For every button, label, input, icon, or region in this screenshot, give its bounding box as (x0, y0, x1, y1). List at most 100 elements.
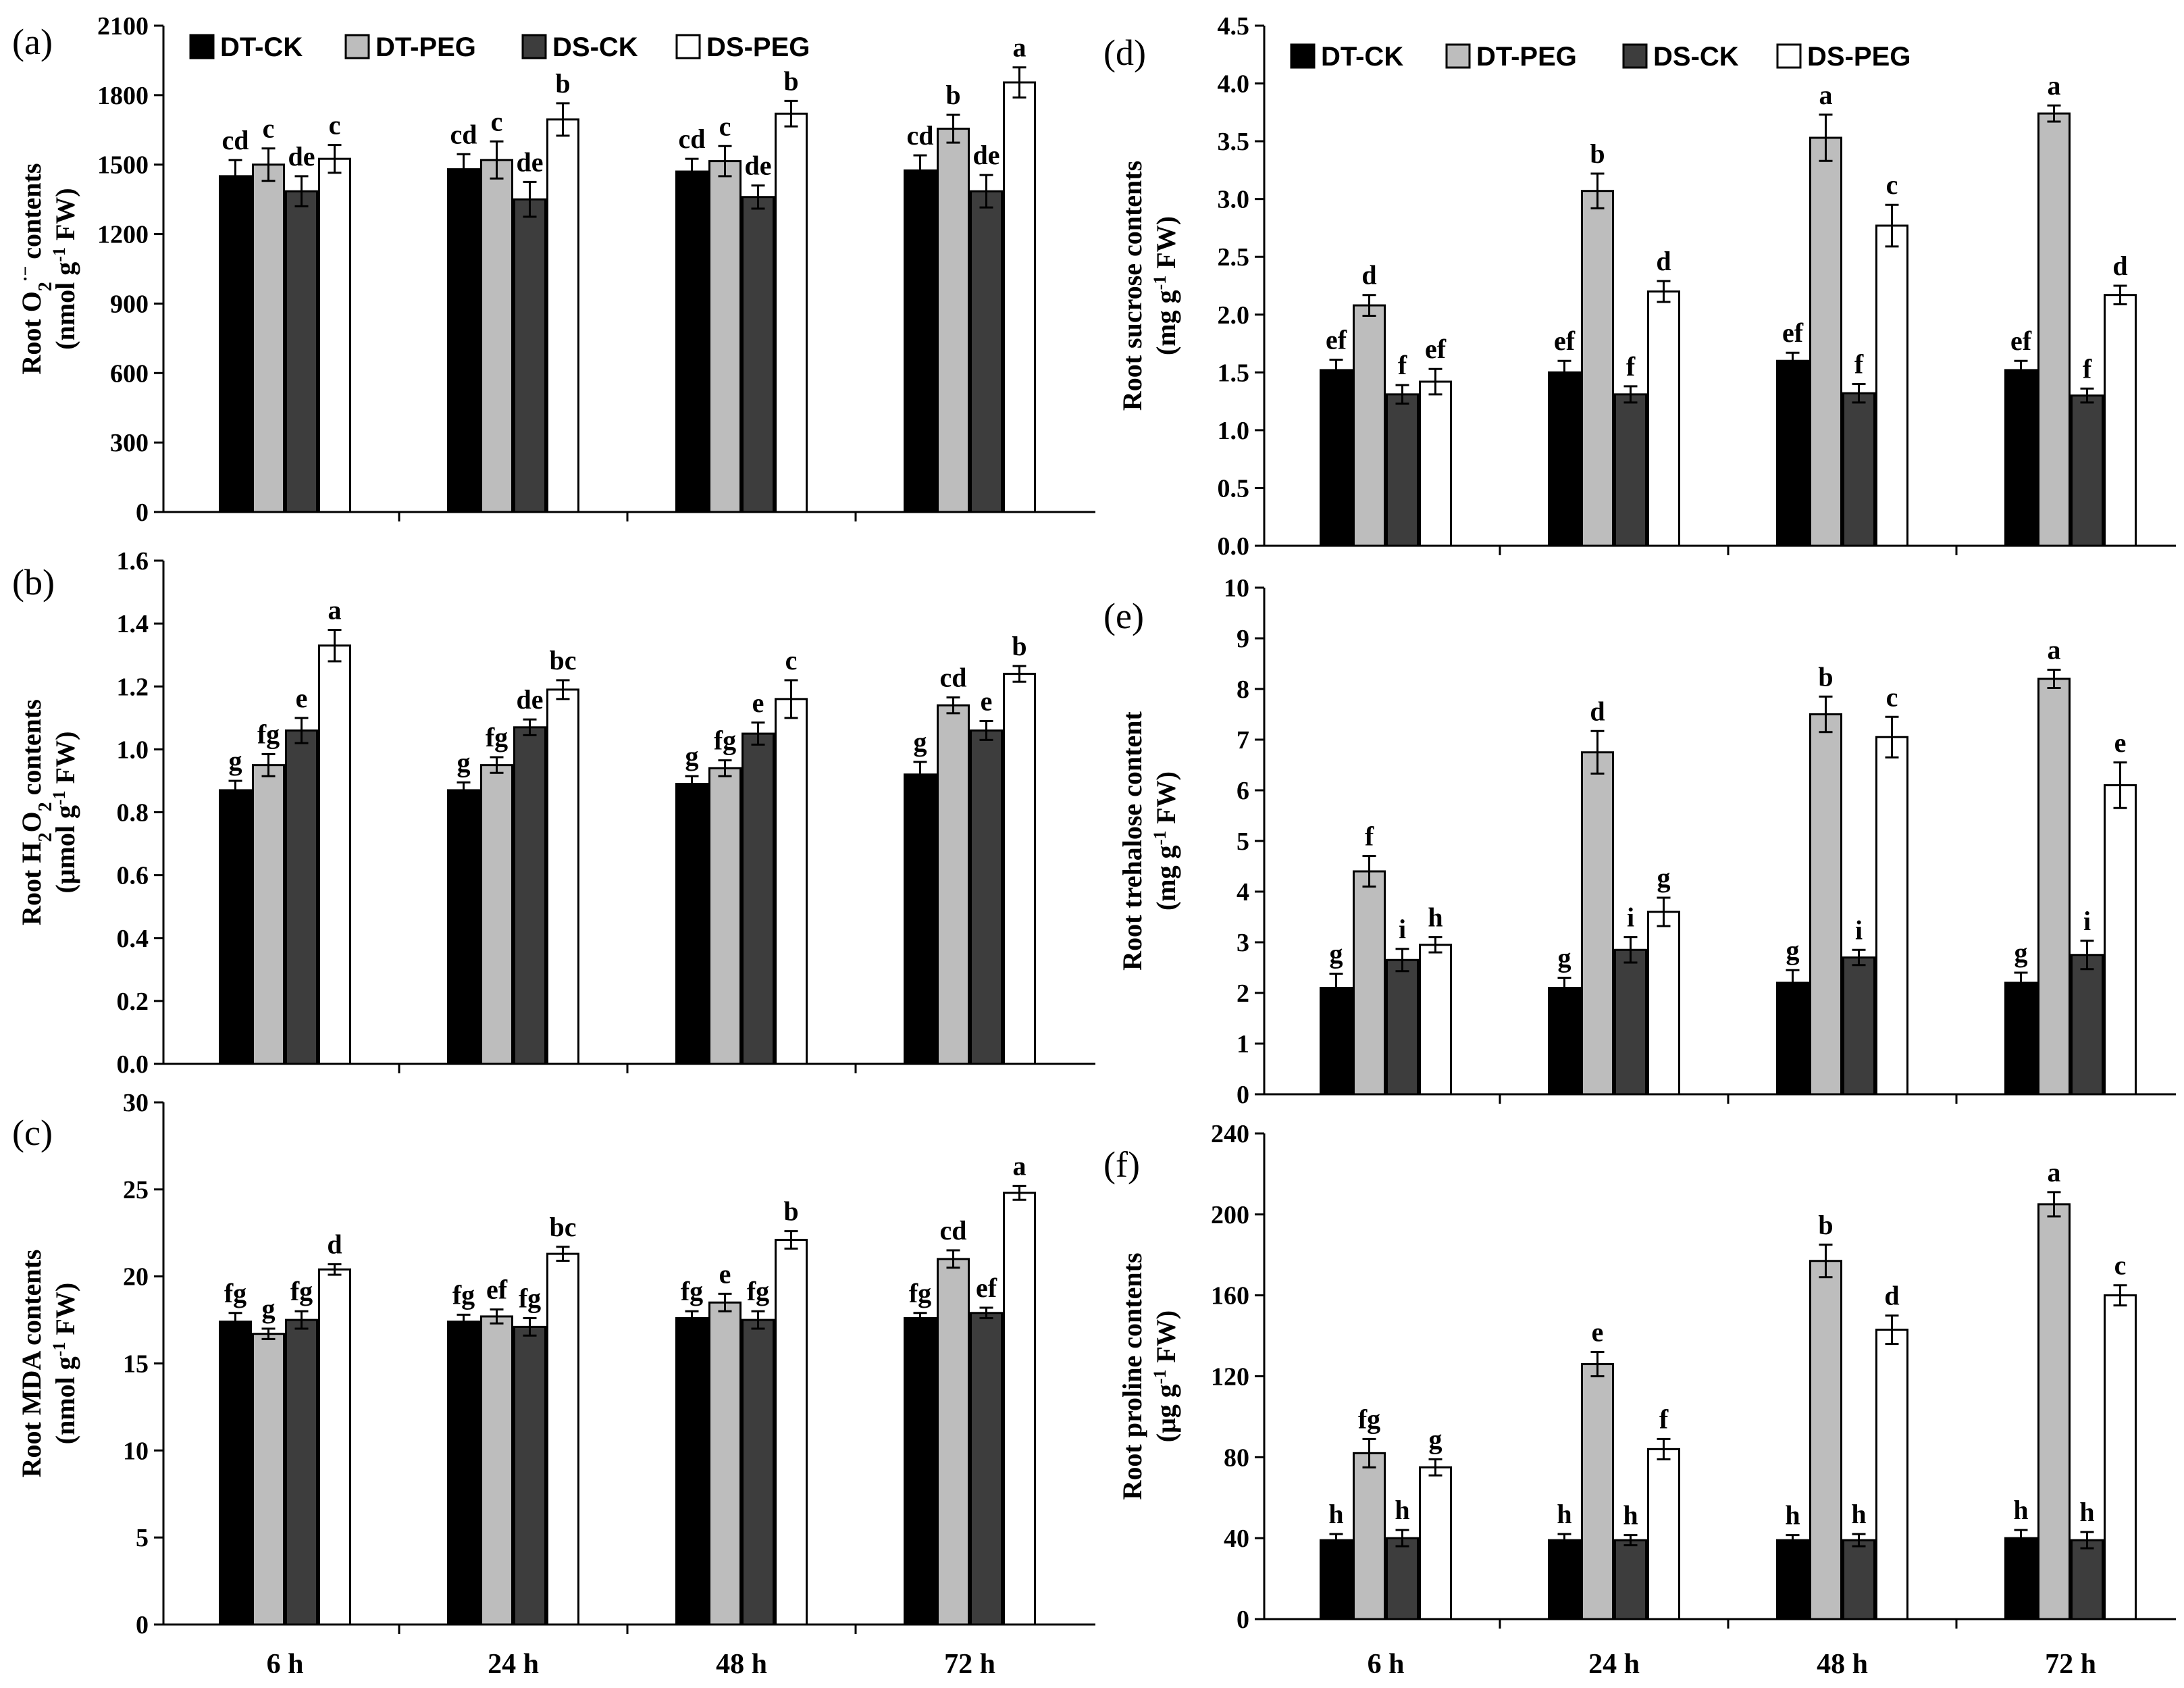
significance-letter: f (1854, 349, 1864, 379)
legend-swatch (344, 34, 370, 59)
x-category-label: 6 h (1368, 1649, 1405, 1680)
bar (513, 1325, 546, 1626)
y-tick-label: 3.5 (1218, 128, 1250, 156)
y-tick-label: 0 (136, 498, 149, 527)
bar (937, 1258, 970, 1626)
bar (970, 1312, 1003, 1626)
bar (480, 159, 513, 513)
y-tick-label: 160 (1211, 1282, 1249, 1310)
significance-letter: g (1657, 863, 1671, 893)
bar (1353, 304, 1386, 547)
bar (2004, 1537, 2037, 1620)
significance-letter: g (229, 746, 242, 776)
bar (1647, 1448, 1680, 1620)
significance-letter: g (1786, 935, 1800, 965)
bar (1809, 713, 1842, 1096)
chart-panel-f: (f) 0 40 80 120 160 200 240 h h h h fg e b a h h h h g f d c 6 h… (1103, 1120, 2176, 1680)
significance-letter: f (1626, 351, 1636, 382)
bar (447, 1321, 480, 1626)
panel-label: (e) (1103, 596, 1144, 636)
bar (318, 1268, 351, 1626)
y-tick-label: 1.0 (117, 736, 149, 764)
y-tick-label: 4.5 (1218, 12, 1250, 41)
bar (1875, 1329, 1908, 1620)
bar (318, 157, 351, 513)
y-tick-label: 1.2 (117, 673, 149, 701)
significance-letter: f (2083, 353, 2092, 384)
y-tick-label: 0.0 (117, 1050, 149, 1079)
significance-letter: b (783, 66, 798, 96)
significance-letter: h (1851, 1499, 1866, 1529)
y-tick-label: 10 (1224, 574, 1249, 603)
significance-letter: g (1429, 1424, 1442, 1454)
panel-label: (b) (12, 562, 55, 603)
bar (546, 118, 579, 513)
legend-label: DS-CK (552, 32, 638, 62)
significance-letter: h (1395, 1495, 1409, 1525)
bar (970, 190, 1003, 513)
bar (1003, 1192, 1036, 1626)
y-tick-label: 300 (110, 429, 149, 457)
bar (2071, 1539, 2104, 1620)
y-tick-label: 80 (1224, 1443, 1249, 1472)
y-axis-label: Root trehalose content (mg g-1 FW) (1117, 711, 1181, 971)
bar (447, 789, 480, 1065)
bar (675, 170, 708, 513)
significance-letter: b (1012, 631, 1026, 661)
chart-panel-b: (b)0.00.20.40.60.81.01.21.41.6g g g gfg fg fg… (12, 547, 1095, 1079)
bar (2037, 112, 2071, 547)
significance-letter: g (1330, 939, 1343, 969)
significance-letter: e (719, 1258, 731, 1289)
y-tick-label: 1.5 (1218, 359, 1250, 387)
significance-letter: d (2112, 251, 2127, 281)
y-tick-label: 4 (1237, 878, 1249, 906)
bar (285, 190, 318, 513)
x-category-label: 72 h (944, 1649, 995, 1680)
bar (2104, 1294, 2137, 1620)
significance-letter: e (752, 688, 764, 718)
y-axis-label-line1: Root O2·− contents (16, 163, 56, 374)
panel-label: (d) (1103, 32, 1146, 73)
significance-letter: ef (976, 1273, 997, 1303)
significance-letter: cd (450, 119, 477, 149)
significance-letter: g (2014, 938, 2028, 968)
significance-letter: i (1855, 915, 1863, 945)
significance-letter: g (262, 1294, 276, 1324)
significance-letter: b (783, 1196, 798, 1227)
significance-letter: fg (747, 1276, 769, 1306)
legend-swatch (1445, 43, 1471, 69)
y-axis-label-line2: (nmol g-1 FW) (49, 1283, 81, 1444)
y-axis-label-line1: Root sucrose contents (1117, 161, 1147, 411)
significance-letter: fg (909, 1278, 931, 1308)
bar (2037, 677, 2071, 1096)
significance-letter: ef (486, 1275, 508, 1305)
significance-letter: d (1590, 696, 1605, 726)
y-axis-label-line1: Root H2O2 contents (16, 699, 56, 925)
significance-letter: cd (679, 124, 706, 154)
significance-letter: d (1884, 1281, 1899, 1311)
bar (742, 196, 775, 513)
bar (775, 112, 808, 513)
y-tick-label: 1800 (97, 82, 149, 110)
bar (1614, 393, 1647, 547)
bar (219, 789, 252, 1065)
significance-letter: de (517, 684, 544, 715)
y-tick-label: 120 (1211, 1363, 1249, 1391)
panel-label: (a) (12, 22, 53, 62)
significance-letter: cd (940, 663, 967, 693)
significance-letter: i (2083, 906, 2091, 936)
significance-letter: d (1361, 260, 1376, 290)
y-tick-label: 1.4 (117, 610, 149, 638)
y-tick-label: 3 (1237, 929, 1249, 957)
significance-letter: c (719, 111, 731, 141)
bar (904, 1317, 937, 1626)
y-tick-label: 15 (123, 1350, 149, 1379)
significance-letter: ef (1425, 334, 1447, 364)
legend: DT-CK DT-PEG DS-CK DS-PEG (1290, 42, 1910, 72)
significance-letter: cd (907, 120, 934, 151)
y-tick-label: 7 (1237, 726, 1249, 755)
y-tick-label: 4.0 (1218, 70, 1250, 99)
bar (1386, 393, 1419, 547)
bar (2071, 394, 2104, 547)
